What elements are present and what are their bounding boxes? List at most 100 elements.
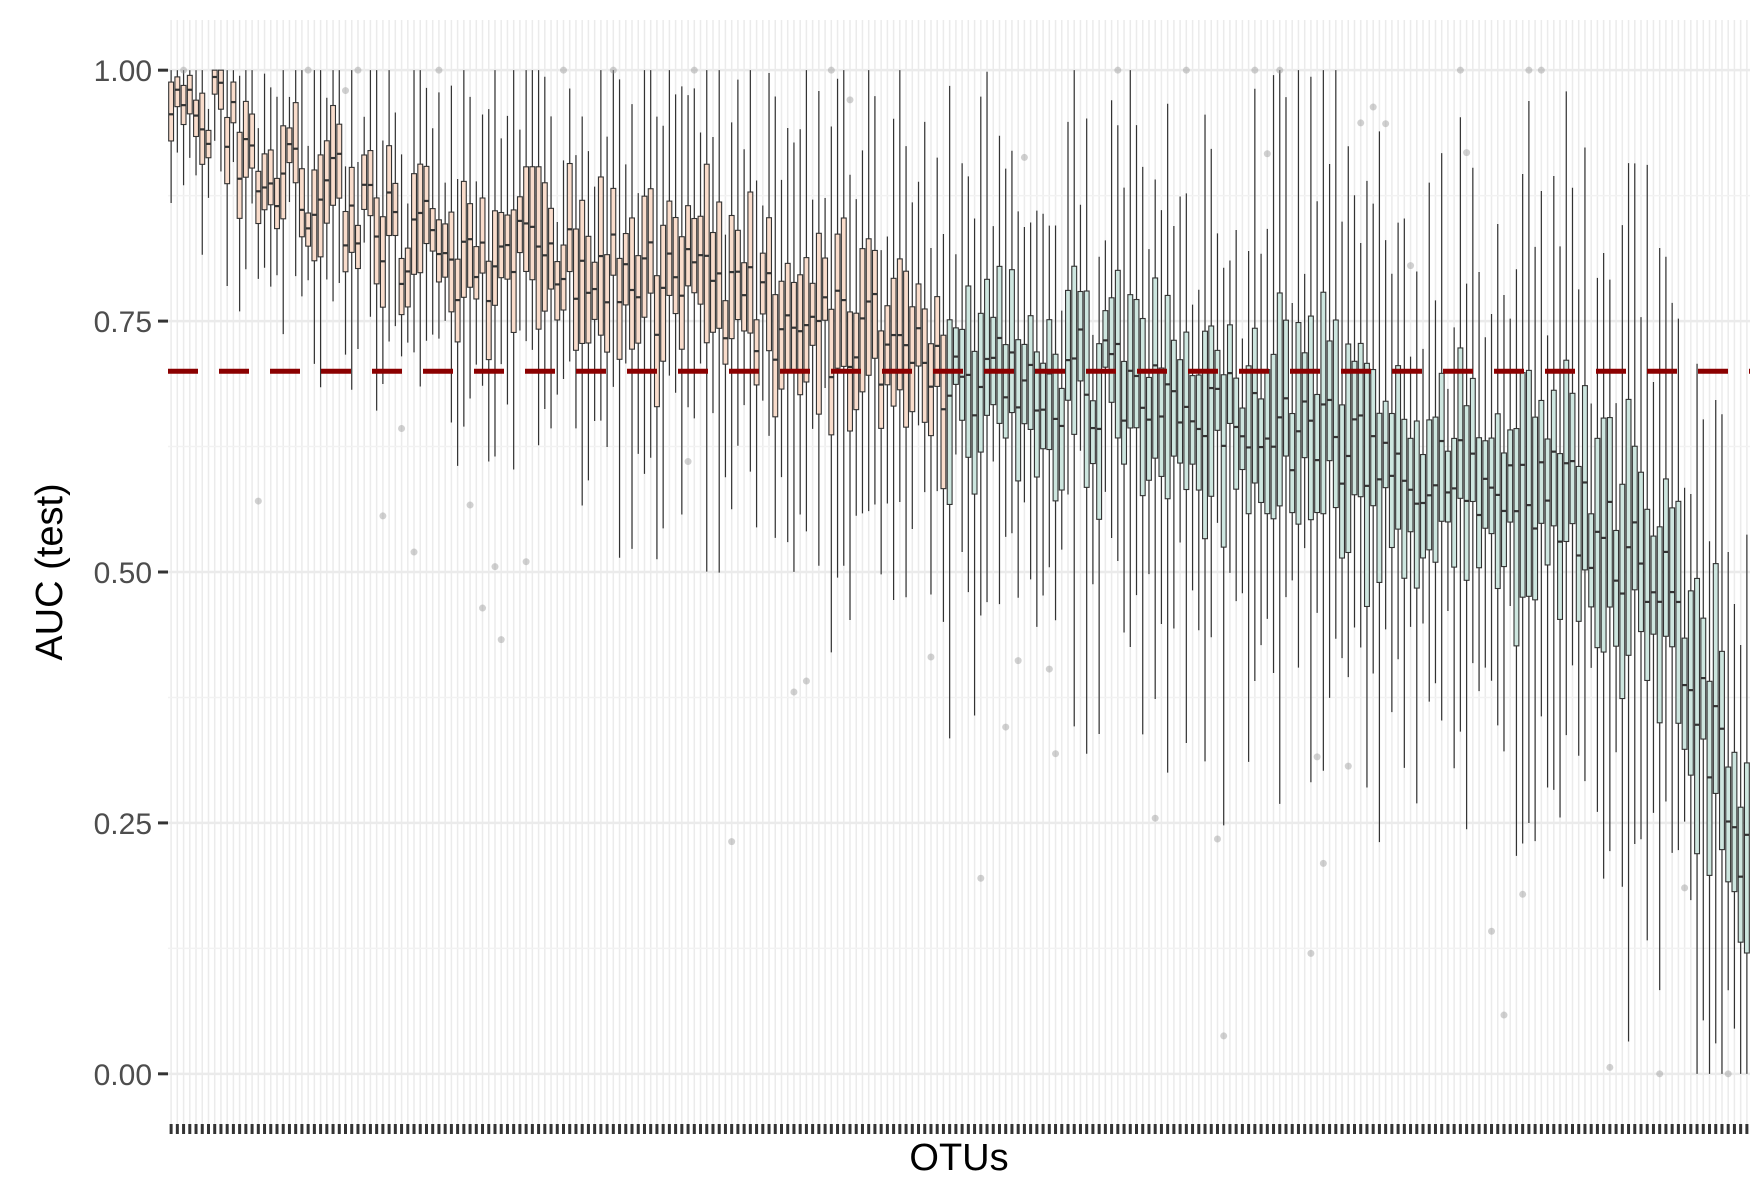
box — [1463, 405, 1470, 581]
box — [1033, 351, 1040, 478]
box — [647, 188, 654, 294]
box — [211, 69, 218, 95]
box — [1202, 330, 1208, 540]
box — [1177, 359, 1184, 464]
otu-boxplot — [946, 85, 953, 739]
box — [479, 197, 486, 274]
outlier-point — [560, 66, 567, 74]
outlier-point — [1407, 262, 1415, 270]
box — [193, 99, 200, 138]
otu-boxplot — [728, 122, 736, 846]
box — [236, 131, 243, 219]
otu-boxplot — [1687, 494, 1694, 901]
otu-boxplot — [678, 86, 685, 515]
box — [641, 195, 648, 318]
outlier-point — [1045, 665, 1053, 673]
otu-boxplot — [977, 96, 985, 882]
outlier-point — [1500, 1011, 1508, 1019]
box — [280, 125, 287, 220]
otu-boxplot — [940, 233, 947, 622]
otu-boxplot — [871, 96, 878, 505]
box — [1525, 369, 1532, 597]
box — [1731, 751, 1738, 893]
otu-boxplot — [1213, 233, 1221, 843]
box — [1121, 360, 1128, 465]
otu-boxplot — [392, 112, 399, 327]
box — [1183, 331, 1190, 491]
box — [1332, 319, 1339, 509]
otu-boxplot — [1426, 182, 1433, 702]
otu-boxplot — [1681, 487, 1689, 892]
otu-boxplot — [890, 118, 897, 601]
box — [168, 81, 175, 142]
otu-boxplot — [1045, 225, 1053, 673]
box — [1638, 471, 1644, 633]
y-axis-title: AUC (test) — [29, 483, 71, 660]
otu-boxplot — [1301, 273, 1308, 549]
otu-boxplot — [572, 155, 579, 429]
otu-boxplot — [311, 70, 318, 364]
otu-boxplot — [323, 97, 330, 280]
otu-boxplot — [1395, 222, 1402, 660]
box — [1145, 376, 1152, 481]
outlier-point — [827, 66, 835, 74]
box — [1469, 377, 1476, 503]
box — [1314, 393, 1321, 514]
box — [1550, 389, 1557, 527]
otu-boxplot — [529, 70, 536, 350]
box — [492, 210, 498, 306]
otu-boxplot — [684, 95, 692, 466]
box — [1295, 322, 1302, 525]
otu-boxplot — [766, 73, 773, 436]
otu-boxplot — [1239, 338, 1246, 594]
otu-boxplot — [379, 140, 387, 520]
otu-boxplot — [703, 70, 710, 572]
outlier-point — [802, 677, 810, 685]
box — [878, 330, 885, 429]
box — [1557, 453, 1564, 620]
otu-boxplot — [274, 96, 280, 276]
otu-boxplot — [1251, 66, 1259, 682]
box — [1239, 407, 1246, 471]
otu-boxplot — [429, 128, 436, 335]
otu-boxplot — [840, 70, 847, 566]
otu-boxplot — [734, 79, 741, 446]
otu-boxplot — [1662, 256, 1669, 802]
outlier-point — [1488, 927, 1496, 935]
otu-boxplot — [261, 73, 268, 268]
outlier-point — [609, 66, 617, 74]
outlier-point — [1014, 657, 1022, 665]
otu-boxplot — [267, 87, 274, 287]
otu-boxplot — [1644, 164, 1651, 941]
otu-boxplot — [579, 116, 586, 506]
otu-boxplot — [1544, 335, 1551, 788]
otu-boxplot — [423, 87, 430, 341]
otu-boxplot — [1195, 289, 1202, 631]
box — [1438, 372, 1445, 522]
box — [1563, 359, 1570, 543]
otu-boxplot — [1339, 221, 1346, 659]
otu-boxplot — [1557, 246, 1564, 818]
outlier-point — [1313, 753, 1321, 761]
box — [417, 163, 424, 274]
outlier-point — [1319, 859, 1327, 867]
otu-boxplot — [298, 70, 305, 297]
otu-boxplot — [585, 151, 592, 481]
box — [255, 170, 262, 225]
y-tick-label: 0.00 — [94, 1059, 152, 1092]
outlier-point — [1276, 66, 1284, 74]
otu-boxplot — [1127, 70, 1134, 648]
otu-boxplot — [1089, 334, 1096, 585]
box — [822, 257, 829, 321]
box — [1407, 437, 1414, 533]
otu-boxplot — [174, 70, 181, 153]
otu-boxplot — [1588, 403, 1595, 668]
outlier-point — [1052, 750, 1060, 758]
otu-boxplot — [1700, 419, 1707, 1021]
box — [373, 197, 380, 285]
box — [579, 199, 586, 344]
box — [890, 277, 897, 407]
outlier-point — [1463, 149, 1471, 157]
box — [398, 257, 405, 316]
